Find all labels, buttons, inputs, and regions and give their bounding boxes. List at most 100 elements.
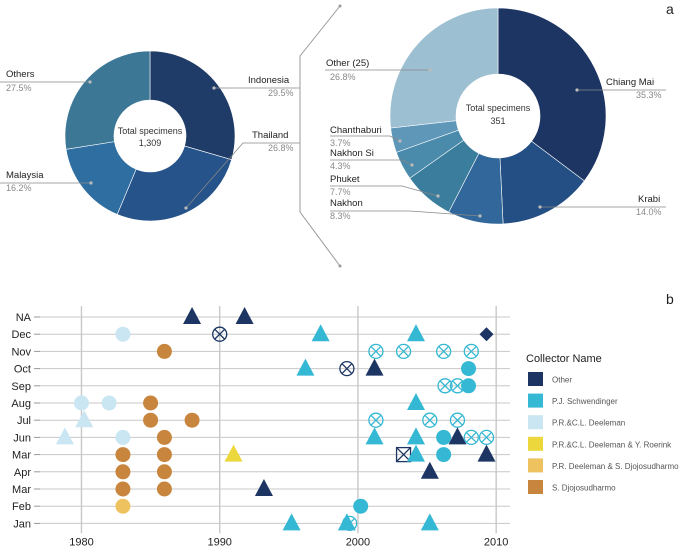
legend-label-p-r-deeleman-s-djojosudharmo: P.R. Deeleman & S. Djojosudharmo [552,462,679,471]
leader-dot-krabi [538,205,542,209]
donut-countries-slice-others [64,50,151,150]
legend-swatch-s-djojosudharmo [528,480,543,494]
point-50-triangle [254,479,273,496]
leader-dot-nakhon-si [410,163,414,167]
point-25-circle [184,412,200,428]
label-other-25: Other (25) [326,58,369,69]
row-label-na-0: NA [16,312,32,324]
leader-nakhon-si [330,159,413,166]
legend-title: Collector Name [526,353,602,365]
leader-dot-indonesia [212,86,216,90]
point-42-triangle [407,444,425,462]
point-16-circle-x [437,378,453,394]
leader-dot-other-25 [428,68,432,72]
x-tick-label-2010: 2010 [484,536,508,548]
point-35-triangle [448,427,467,445]
legend-label-p-r-c-l-deeleman: P.R.&C.L. Deeleman [552,419,625,428]
scatter-x-tick-labels: 1980 1990 2000 2010 [69,536,508,548]
row-label-oct-3: Oct [14,364,31,376]
row-label-feb-11: Feb [12,501,31,513]
zoom-bracket [299,5,341,267]
scatter-grid [34,306,510,534]
point-24-circle [143,412,159,428]
row-label-jul-6: Jul [17,415,31,427]
label-krabi: Krabi [638,194,660,205]
point-46-circle [156,464,172,480]
pct-nakhon: 8.3% [330,211,351,221]
label-thailand: Thailand [252,130,288,141]
leader-dot-nakhon [478,214,482,218]
label-nakhon-si: Nakhon Si [330,148,374,159]
point-29-triangle [55,427,74,445]
point-31-circle [156,429,172,445]
point-47-triangle [420,461,439,479]
point-0-triangle [183,307,202,324]
legend-swatch-other [528,372,543,386]
point-53-triangle [282,513,301,531]
row-label-nov-2: Nov [11,346,31,358]
pct-malaysia: 16.2% [6,183,32,193]
point-43-circle [436,447,452,463]
x-tick-label-1980: 1980 [69,536,93,548]
label-chiang-mai: Chiang Mai [606,77,654,88]
point-6-diamond [479,327,494,342]
point-1-triangle [235,307,254,324]
point-3-circle-x [212,326,228,342]
donut-countries-center-label: Total specimens [118,126,183,136]
row-label-dec-1: Dec [11,329,31,341]
label-phuket: Phuket [330,174,360,185]
donut-countries-slice-indonesia [149,50,236,161]
donut-thailand-center-value: 351 [490,116,505,126]
point-12-triangle [296,358,315,376]
legend-label-s-djojosudharmo: S. Djojosudharmo [552,484,616,493]
leader-dot-thailand [184,206,188,210]
panel-label-b: b [666,291,674,307]
donut-countries-labels: Indonesia 29.5% Thailand 26.8% Malaysia … [0,69,300,210]
label-nakhon: Nakhon [330,198,363,209]
donut-thailand-labels: Chiang Mai 35.3% Krabi 14.0% Nakhon 8.3%… [325,58,666,221]
x-tick-label-2000: 2000 [346,536,370,548]
donut-thailand [389,7,607,225]
point-26-circle-x [368,412,384,428]
row-label-aug-5: Aug [11,398,31,410]
label-indonesia: Indonesia [248,75,290,86]
row-label-jun-7: Jun [13,432,31,444]
point-28-circle-x [449,412,466,428]
point-18-circle [461,378,477,394]
point-10-circle-x [435,343,452,360]
point-33-triangle [407,427,425,445]
donut-thailand-slice-chiang-mai [497,7,607,182]
label-chanthaburi: Chanthaburi [330,125,382,136]
row-label-jan-12: Jan [13,518,31,530]
point-45-circle [115,464,131,480]
point-23-triangle [75,410,94,428]
leader-dot-chiang-mai [575,88,579,92]
label-others: Others [6,69,35,80]
pct-chanthaburi: 3.7% [330,138,351,148]
point-40-triangle [224,444,243,462]
point-11-circle-x [463,343,479,360]
leader-dot-malaysia [89,181,93,185]
point-22-triangle [407,393,425,410]
point-8-circle-x [368,343,384,360]
donut-thailand-slice-other-25 [389,7,499,129]
donut-thailand-center-label: Total specimens [466,103,531,113]
point-15-circle [461,361,477,377]
point-4-triangle [311,324,330,342]
zoom-bracket-top-dot [338,4,342,8]
label-malaysia: Malaysia [6,170,44,181]
zoom-bracket-bottom-dot [338,264,342,268]
x-tick-label-1990: 1990 [207,536,231,548]
leader-nakhon [330,210,481,217]
pct-thailand: 26.8% [268,143,294,153]
pct-chiang-mai: 35.3% [636,90,662,100]
pct-phuket: 7.7% [330,187,351,197]
leader-dot-others [88,80,92,84]
point-55-circle-x [341,515,358,532]
point-56-triangle [420,513,439,531]
point-14-triangle [365,358,384,376]
point-41-square-x [395,446,412,463]
legend-label-p-j-schwendinger: P.J. Schwendinger [552,397,618,406]
point-19-circle [73,395,89,411]
legend-label-p-r-c-l-deeleman-y-roerink: P.R.&C.L. Deeleman & Y. Roerink [552,440,672,449]
